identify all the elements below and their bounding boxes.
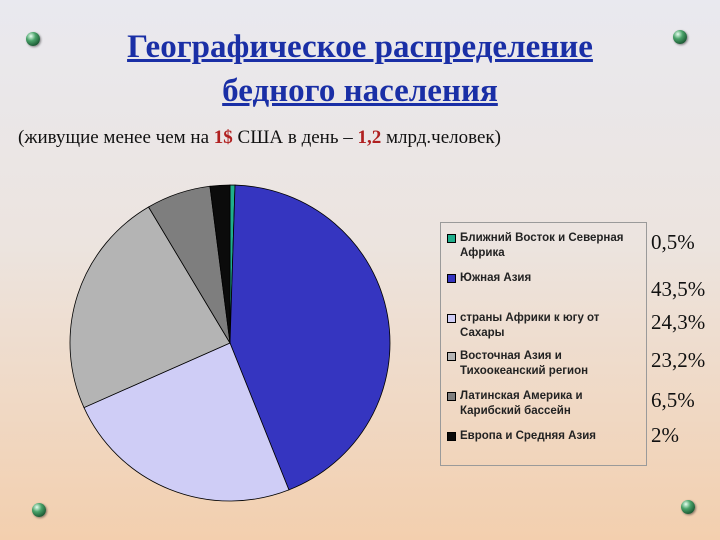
legend-item: Восточная Азия и Тихоокеанский регион (447, 349, 642, 379)
bullet-icon (32, 503, 46, 517)
legend-label: Европа и Средняя Азия (460, 430, 596, 442)
bullet-icon (681, 500, 695, 514)
subtitle-text-3: млрд.человек) (381, 127, 501, 148)
pie-slice (83, 342, 290, 502)
pie-chart (69, 184, 391, 502)
subtitle: (живущие менее чем на 1$ США в день – 1,… (18, 127, 708, 149)
legend-item: Европа и Средняя Азия (447, 429, 642, 444)
pie-slice (69, 206, 231, 409)
bullet-icon (673, 30, 687, 44)
legend-swatch (447, 352, 456, 361)
legend-swatch (447, 392, 456, 401)
legend-label: Восточная Азия и Тихоокеанский регион (460, 350, 589, 377)
legend-item: Южная Азия (447, 271, 642, 286)
legend-swatch (447, 274, 456, 283)
legend-label: страны Африки к югу от Сахары (460, 312, 600, 339)
percentage-label: 0,5% (651, 230, 695, 254)
legend-label: Южная Азия (460, 272, 532, 284)
chart-legend: Ближний Восток и Северная Африка Южная Аз… (440, 222, 647, 466)
subtitle-text-2: США в день – (232, 127, 358, 148)
legend-item: страны Африки к югу от Сахары (447, 311, 642, 341)
legend-swatch (447, 234, 456, 243)
subtitle-count: 1,2 (357, 127, 382, 148)
legend-label: Латинская Америка и Карибский бассейн (460, 390, 583, 417)
subtitle-amount: 1$ (213, 127, 233, 148)
legend-item: Ближний Восток и Северная Африка (447, 231, 642, 261)
percentage-label: 43,5% (651, 277, 706, 301)
legend-label: Ближний Восток и Северная Африка (460, 232, 624, 259)
legend-swatch (447, 314, 456, 323)
pie-slice (209, 184, 231, 344)
percentage-label: 6,5% (651, 388, 695, 412)
percentage-label: 24,3% (651, 310, 706, 334)
pie-slice (229, 184, 391, 491)
legend-item: Латинская Америка и Карибский бассейн (447, 389, 642, 419)
percentage-label: 2% (651, 423, 679, 447)
title-line-2: бедного населения (222, 73, 498, 109)
subtitle-text-1: (живущие менее чем на (18, 127, 214, 148)
percentage-label: 23,2% (651, 348, 706, 372)
title-line-1: Географическое распределение (127, 29, 593, 65)
page-title: Географическое распределение бедного нас… (60, 25, 660, 113)
legend-swatch (447, 432, 456, 441)
bullet-icon (26, 32, 40, 46)
